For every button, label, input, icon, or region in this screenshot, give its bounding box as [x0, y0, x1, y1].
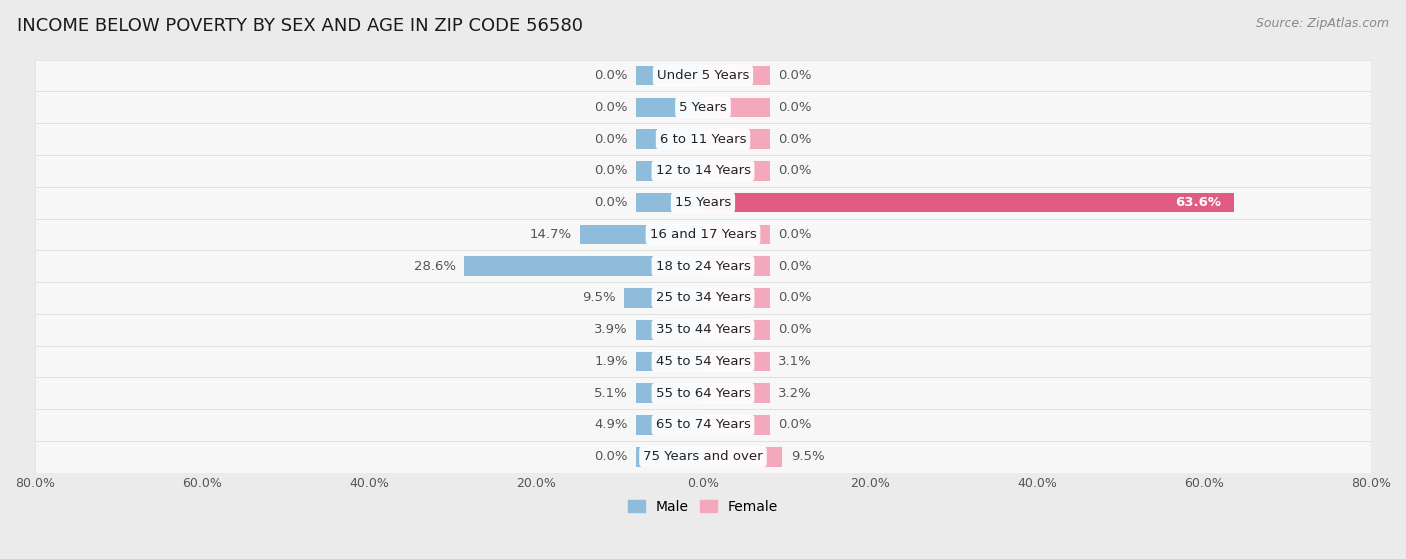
Text: 18 to 24 Years: 18 to 24 Years — [655, 260, 751, 273]
Text: 0.0%: 0.0% — [778, 101, 811, 114]
Bar — [35, 92, 1371, 123]
Bar — [581, 225, 703, 244]
Text: 55 to 64 Years: 55 to 64 Years — [655, 387, 751, 400]
Bar — [636, 447, 703, 467]
Bar — [35, 314, 1371, 345]
Text: 65 to 74 Years: 65 to 74 Years — [655, 419, 751, 432]
Bar — [35, 123, 1371, 155]
Text: 5 Years: 5 Years — [679, 101, 727, 114]
Bar — [636, 352, 703, 371]
Bar — [636, 193, 703, 212]
Bar — [703, 447, 782, 467]
Text: 3.2%: 3.2% — [778, 387, 811, 400]
Bar — [703, 288, 770, 308]
Bar — [35, 155, 1371, 187]
Bar — [703, 129, 770, 149]
Text: INCOME BELOW POVERTY BY SEX AND AGE IN ZIP CODE 56580: INCOME BELOW POVERTY BY SEX AND AGE IN Z… — [17, 17, 583, 35]
Bar — [636, 320, 703, 339]
Bar — [35, 377, 1371, 409]
Bar — [35, 187, 1371, 219]
Text: 0.0%: 0.0% — [595, 450, 628, 463]
Text: 9.5%: 9.5% — [582, 291, 616, 305]
Text: 3.1%: 3.1% — [778, 355, 811, 368]
Bar — [703, 415, 770, 435]
Legend: Male, Female: Male, Female — [623, 494, 783, 519]
Text: 15 Years: 15 Years — [675, 196, 731, 209]
Text: 0.0%: 0.0% — [595, 196, 628, 209]
Text: 12 to 14 Years: 12 to 14 Years — [655, 164, 751, 177]
Bar — [703, 352, 770, 371]
Text: 0.0%: 0.0% — [778, 164, 811, 177]
Text: 35 to 44 Years: 35 to 44 Years — [655, 323, 751, 336]
Bar — [464, 257, 703, 276]
Bar — [35, 345, 1371, 377]
Text: 63.6%: 63.6% — [1175, 196, 1222, 209]
Text: 28.6%: 28.6% — [413, 260, 456, 273]
Text: 0.0%: 0.0% — [778, 419, 811, 432]
Bar — [636, 161, 703, 181]
Bar — [703, 161, 770, 181]
Text: 45 to 54 Years: 45 to 54 Years — [655, 355, 751, 368]
Bar — [35, 219, 1371, 250]
Bar — [636, 97, 703, 117]
Text: 6 to 11 Years: 6 to 11 Years — [659, 132, 747, 146]
Bar — [35, 409, 1371, 441]
Text: 5.1%: 5.1% — [595, 387, 628, 400]
Bar — [703, 225, 770, 244]
Text: 1.9%: 1.9% — [595, 355, 628, 368]
Text: 0.0%: 0.0% — [595, 164, 628, 177]
Text: 4.9%: 4.9% — [595, 419, 628, 432]
Bar — [636, 415, 703, 435]
Text: 0.0%: 0.0% — [778, 260, 811, 273]
Text: 75 Years and over: 75 Years and over — [643, 450, 763, 463]
Text: 0.0%: 0.0% — [778, 132, 811, 146]
Bar — [35, 441, 1371, 472]
Bar — [636, 129, 703, 149]
Bar — [636, 66, 703, 86]
Text: 0.0%: 0.0% — [595, 101, 628, 114]
Bar — [703, 320, 770, 339]
Text: 3.9%: 3.9% — [595, 323, 628, 336]
Text: Source: ZipAtlas.com: Source: ZipAtlas.com — [1256, 17, 1389, 30]
Bar — [703, 257, 770, 276]
Bar — [703, 383, 770, 403]
Text: 25 to 34 Years: 25 to 34 Years — [655, 291, 751, 305]
Bar — [35, 60, 1371, 92]
Text: 0.0%: 0.0% — [778, 228, 811, 241]
Text: 0.0%: 0.0% — [778, 69, 811, 82]
Text: 14.7%: 14.7% — [530, 228, 572, 241]
Text: 0.0%: 0.0% — [595, 69, 628, 82]
Text: 0.0%: 0.0% — [595, 132, 628, 146]
Bar — [636, 383, 703, 403]
Bar — [703, 97, 770, 117]
Bar — [624, 288, 703, 308]
Text: 16 and 17 Years: 16 and 17 Years — [650, 228, 756, 241]
Bar — [35, 282, 1371, 314]
Bar — [703, 66, 770, 86]
Bar — [35, 250, 1371, 282]
Text: Under 5 Years: Under 5 Years — [657, 69, 749, 82]
Bar — [703, 193, 1234, 212]
Text: 0.0%: 0.0% — [778, 291, 811, 305]
Text: 9.5%: 9.5% — [790, 450, 824, 463]
Text: 0.0%: 0.0% — [778, 323, 811, 336]
